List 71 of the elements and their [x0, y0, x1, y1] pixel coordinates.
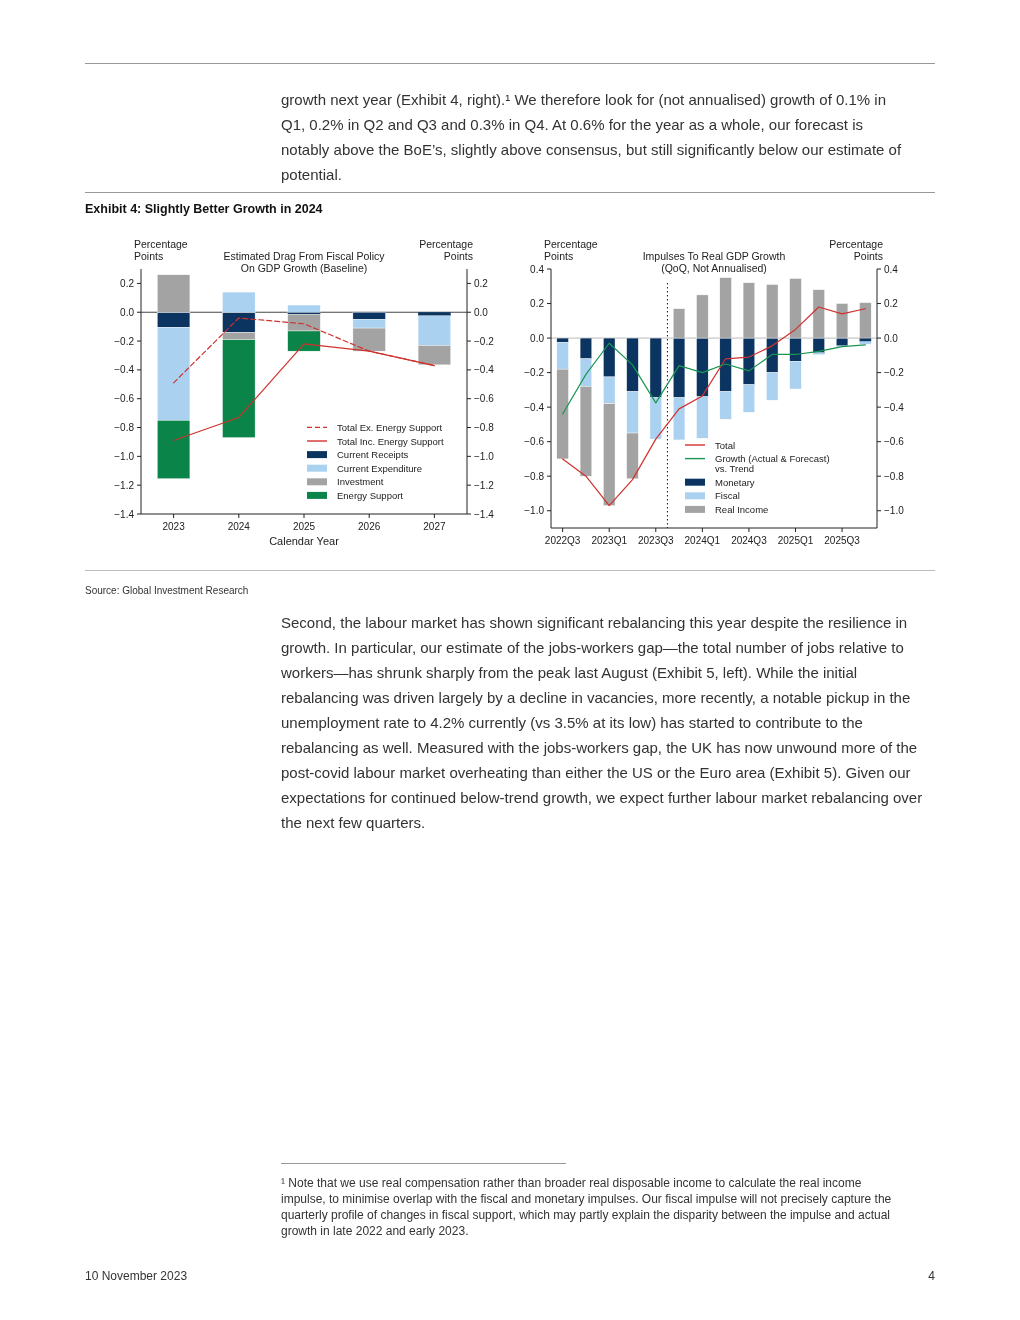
legend-label: Current Expenditure: [337, 462, 423, 474]
legend-label: Current Receipts: [337, 449, 409, 461]
y2-tick-label: −0.4: [884, 401, 905, 413]
legend-label: Energy Support: [337, 489, 404, 501]
y-tick-label: −0.2: [114, 335, 135, 347]
y2-tick-label: −0.8: [474, 422, 495, 434]
y-tick-label: −1.0: [524, 505, 545, 517]
legend-label: Total Inc. Energy Support: [337, 435, 445, 447]
x-axis-title: Calendar Year: [269, 535, 340, 547]
y2-axis-title: Percentage Points: [829, 238, 884, 262]
y-tick-label: 0.2: [530, 298, 545, 310]
text: Second, the labour market has shown significant rebalancing this year despite the resilience in growth. In particular, our estimate of the jobs-workers gap—the total number of jobs relative to workers—has shrunk sharply from the peak last August (Exhibit 5, left). While the initial rebalancing was driven largely by a decline in vacancies, more recently, a notable pickup in the unemployment rate to 4.2% currently (vs 3.5% at its low) has started to contribute to the rebalancing as well. Measured with the jobs-workers gap, the UK has now unwound more of the post-covid labour market overheating than either the US or the Euro area (Exhibit 5). Given our expectations for continued below-trend growth, we expect further labour market rebalancing over the next few quarters.: [281, 614, 923, 831]
source-note: Source: Global Investment Research: [85, 584, 249, 598]
x-tick-label: 2026: [358, 521, 381, 532]
y-tick-label: −1.0: [114, 450, 135, 462]
y-tick-label: −1.4: [114, 508, 135, 520]
y2-tick-label: −0.8: [884, 470, 905, 482]
y2-tick-label: 0.0: [474, 306, 489, 318]
x-tick-label: 2025Q1: [777, 535, 814, 546]
legend-label: Total Ex. Energy Support: [337, 421, 443, 433]
y2-tick-label: −1.0: [884, 505, 905, 517]
y2-axis-title: Percentage Points: [419, 238, 474, 262]
y-tick-label: 0.4: [530, 263, 545, 275]
legend-label: Total: [715, 439, 736, 451]
y-tick-label: −0.4: [524, 401, 545, 413]
legend-label: Investment: [337, 476, 384, 488]
x-tick-label: 2025: [292, 521, 316, 532]
text: growth next year (Exhibit 4, right).¹ We therefore look for (not annualised) growth of 0.1% in Q1, 0.2% in Q2 and Q3 and 0.3% in Q4. At 0.6% for the year as a whole, our forecast is notably above the BoE’s, slightly above consensus, but still significantly below our estimate of potential.: [281, 90, 903, 185]
chart-title: Impulses To Real GDP Growth (QoQ, Not Annualised): [642, 250, 786, 274]
y2-tick-label: 0.2: [474, 277, 489, 289]
legend-label: Real Income: [715, 503, 769, 515]
y-tick-label: −0.8: [524, 470, 545, 482]
y-tick-label: 0.2: [120, 277, 135, 289]
y2-tick-label: 0.2: [884, 298, 899, 310]
y2-tick-label: −1.4: [474, 508, 495, 520]
y2-tick-label: 0.0: [884, 332, 899, 344]
x-tick-label: 2023: [162, 521, 186, 532]
y-tick-label: −0.4: [114, 364, 135, 376]
y-tick-label: −0.8: [114, 422, 135, 434]
y2-tick-label: −0.4: [474, 364, 495, 376]
x-tick-label: 2023Q1: [591, 535, 628, 546]
y-tick-label: −0.2: [524, 367, 545, 379]
x-tick-label: 2025Q3: [824, 535, 861, 546]
text: 10 November 2023: [85, 1269, 188, 1283]
y-axis-title: Percentage Points: [544, 238, 598, 262]
y2-tick-label: −0.6: [884, 436, 905, 448]
legend-label: Fiscal: [715, 490, 740, 502]
x-tick-label: 2022Q3: [544, 535, 581, 546]
y-tick-label: −0.6: [524, 436, 545, 448]
x-tick-label: 2027: [423, 521, 446, 532]
x-tick-label: 2024Q1: [684, 535, 721, 546]
y2-tick-label: −1.2: [474, 479, 495, 491]
text: ¹ Note that we use real compensation rather than broader real disposable income to calculate the real income impulse, to minimise overlap with the fiscal and monetary impulses. Our fiscal impulse will not precisely capture the quarterly profile of changes in fiscal support, which may partly explain the disparity between the impulse and actual growth in late 2022 and early 2023.: [281, 1175, 893, 1239]
chart-title: Exhibit 4: Slightly Better Growth in 2024: [85, 202, 323, 216]
x-tick-label: 2024: [227, 521, 251, 532]
text: 4: [927, 1269, 935, 1283]
y-tick-label: −0.6: [114, 393, 135, 405]
y-tick-label: 0.0: [120, 306, 135, 318]
y2-tick-label: −0.2: [884, 367, 905, 379]
legend-label: Monetary: [715, 476, 755, 488]
y2-tick-label: −1.0: [474, 450, 495, 462]
y2-tick-label: 0.4: [884, 263, 899, 275]
y-axis-title: Percentage Points: [134, 238, 188, 262]
chart-subtitle: Estimated Drag From Fiscal Policy On GDP Growth (Baseline): [223, 250, 386, 274]
legend-label: Growth (Actual & Forecast) vs. Trend: [715, 453, 830, 475]
y2-tick-label: −0.6: [474, 393, 495, 405]
y-tick-label: −1.2: [114, 479, 135, 491]
x-tick-label: 2024Q3: [731, 535, 768, 546]
y-tick-label: 0.0: [530, 332, 545, 344]
y2-tick-label: −0.2: [474, 335, 495, 347]
x-tick-label: 2023Q3: [637, 535, 675, 546]
